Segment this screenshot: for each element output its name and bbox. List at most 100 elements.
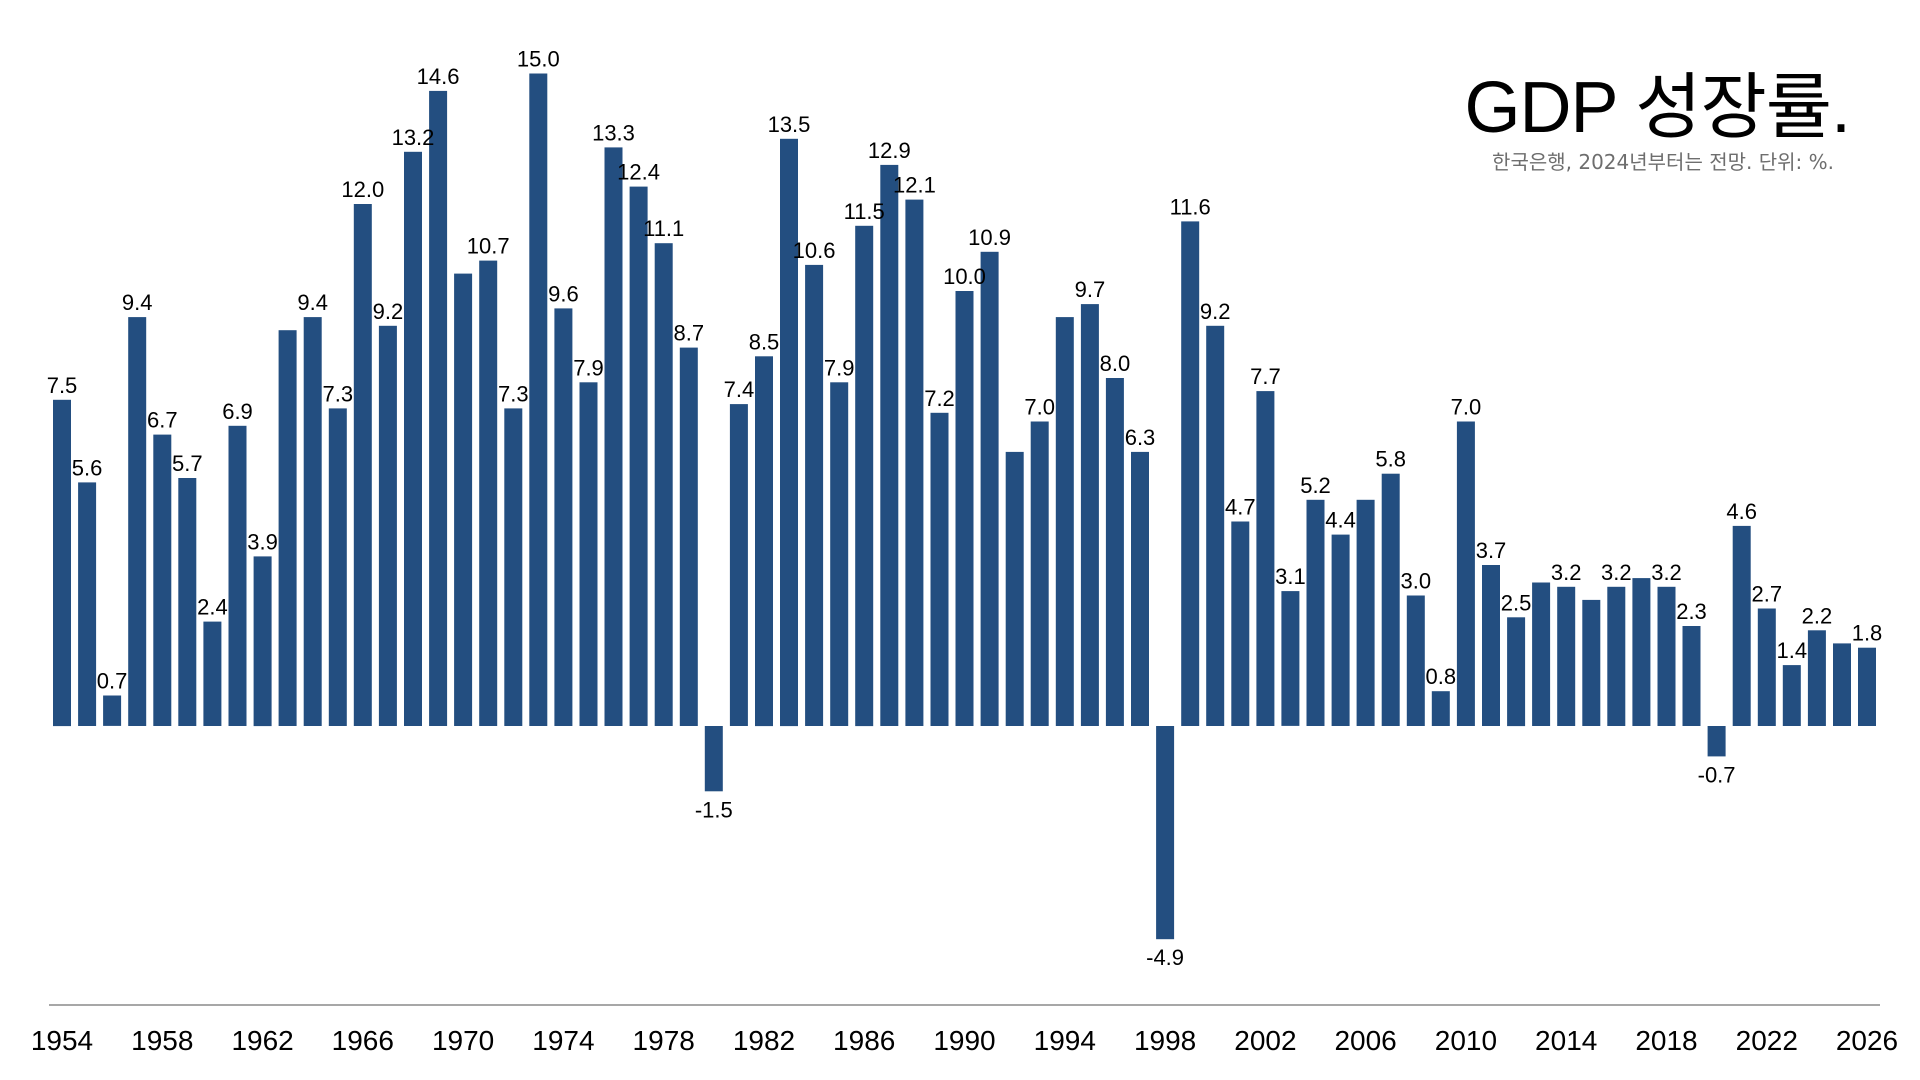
value-label-1954: 7.5 xyxy=(47,373,78,398)
bar-1970 xyxy=(454,273,473,726)
value-label-1986: 11.5 xyxy=(844,199,885,224)
value-label-1971: 10.7 xyxy=(467,234,510,259)
bars-group xyxy=(53,73,1876,940)
x-tick-1994: 1994 xyxy=(1034,1025,1096,1056)
value-label-2008: 3.0 xyxy=(1401,569,1432,594)
value-label-1956: 0.7 xyxy=(97,669,128,694)
bar-1968 xyxy=(404,151,422,727)
bar-1972 xyxy=(504,408,523,726)
value-label-1985: 7.9 xyxy=(824,355,855,380)
bar-1965 xyxy=(328,408,347,726)
value-label-1966: 12.0 xyxy=(341,177,384,202)
value-label-1998: -4.9 xyxy=(1146,945,1184,970)
value-label-2026: 1.8 xyxy=(1852,621,1883,646)
value-label-1969: 14.6 xyxy=(417,64,460,89)
bar-1957 xyxy=(128,317,147,726)
bar-2015 xyxy=(1582,599,1601,726)
value-label-1959: 5.7 xyxy=(172,451,203,476)
bar-2025 xyxy=(1833,643,1851,726)
bar-2023 xyxy=(1782,665,1801,726)
value-label-2005: 4.4 xyxy=(1325,508,1356,533)
value-label-1989: 7.2 xyxy=(924,386,955,411)
bar-2011 xyxy=(1482,565,1500,726)
bar-1960 xyxy=(203,621,222,726)
bar-1969 xyxy=(429,90,448,726)
bar-1975 xyxy=(579,382,598,726)
bar-1962 xyxy=(253,556,272,727)
bar-1967 xyxy=(378,325,397,726)
bar-2014 xyxy=(1557,586,1576,726)
value-label-2002: 7.7 xyxy=(1250,364,1281,389)
value-label-1973: 15.0 xyxy=(517,47,560,72)
bar-1985 xyxy=(830,382,849,726)
bar-1990 xyxy=(955,291,974,726)
value-label-1987: 12.9 xyxy=(868,138,911,163)
x-tick-1986: 1986 xyxy=(833,1025,895,1056)
bar-2013 xyxy=(1532,582,1551,726)
value-label-1955: 5.6 xyxy=(72,455,103,480)
value-label-2021: 4.6 xyxy=(1726,499,1757,524)
bar-2017 xyxy=(1632,578,1651,726)
bar-1954 xyxy=(53,399,71,727)
value-label-1980: -1.5 xyxy=(695,797,733,822)
value-label-2018: 3.2 xyxy=(1651,560,1682,585)
bar-1995 xyxy=(1080,304,1099,726)
x-tick-1974: 1974 xyxy=(532,1025,594,1056)
value-label-2010: 7.0 xyxy=(1451,395,1482,420)
x-tick-1998: 1998 xyxy=(1134,1025,1196,1056)
bar-2022 xyxy=(1757,608,1776,726)
bar-2006 xyxy=(1356,499,1375,726)
x-tick-2006: 2006 xyxy=(1334,1025,1396,1056)
chart-title: GDP 성장률. xyxy=(1464,68,1851,148)
bar-1984 xyxy=(805,264,824,726)
bar-1986 xyxy=(855,225,874,727)
bar-2020 xyxy=(1707,726,1726,757)
value-label-2007: 5.8 xyxy=(1375,447,1406,472)
value-label-1984: 10.6 xyxy=(793,238,836,263)
x-tick-1954: 1954 xyxy=(31,1025,93,1056)
value-label-1996: 8.0 xyxy=(1100,351,1131,376)
value-label-1990: 10.0 xyxy=(943,264,986,289)
bar-2021 xyxy=(1732,525,1751,726)
x-tick-2026: 2026 xyxy=(1836,1025,1898,1056)
bar-2018 xyxy=(1657,586,1676,726)
x-tick-1962: 1962 xyxy=(231,1025,293,1056)
value-label-2023: 1.4 xyxy=(1777,638,1808,663)
value-label-1974: 9.6 xyxy=(548,281,579,306)
value-label-1960: 2.4 xyxy=(197,595,228,620)
value-label-2020: -0.7 xyxy=(1698,763,1736,788)
value-label-2024: 2.2 xyxy=(1802,603,1833,628)
x-tick-1982: 1982 xyxy=(733,1025,795,1056)
bar-2019 xyxy=(1682,626,1701,726)
value-label-1967: 9.2 xyxy=(373,299,404,324)
value-label-2004: 5.2 xyxy=(1300,473,1331,498)
bar-1955 xyxy=(78,482,97,726)
bar-1992 xyxy=(1005,451,1024,726)
value-label-1958: 6.7 xyxy=(147,408,178,433)
bar-2002 xyxy=(1256,391,1275,726)
value-label-2009: 0.8 xyxy=(1426,664,1457,689)
value-label-2014: 3.2 xyxy=(1551,560,1582,585)
bar-1987 xyxy=(880,164,899,726)
value-label-1964: 9.4 xyxy=(297,290,328,315)
bar-1971 xyxy=(479,260,498,726)
value-label-1995: 9.7 xyxy=(1075,277,1106,302)
bar-1959 xyxy=(178,478,197,726)
value-label-1976: 13.3 xyxy=(592,120,635,145)
bar-2004 xyxy=(1306,499,1325,726)
bar-1996 xyxy=(1105,378,1124,726)
x-tick-2022: 2022 xyxy=(1736,1025,1798,1056)
bar-1980 xyxy=(704,726,723,792)
value-label-2003: 3.1 xyxy=(1275,564,1306,589)
bar-1982 xyxy=(755,356,773,727)
bar-2007 xyxy=(1381,473,1400,726)
bar-2009 xyxy=(1431,691,1450,726)
bar-2005 xyxy=(1331,534,1350,726)
value-label-2012: 2.5 xyxy=(1501,590,1532,615)
bar-1973 xyxy=(529,73,548,726)
bar-1958 xyxy=(153,434,172,726)
value-label-1997: 6.3 xyxy=(1125,425,1156,450)
value-label-1978: 11.1 xyxy=(643,216,684,241)
x-tick-2018: 2018 xyxy=(1635,1025,1697,1056)
